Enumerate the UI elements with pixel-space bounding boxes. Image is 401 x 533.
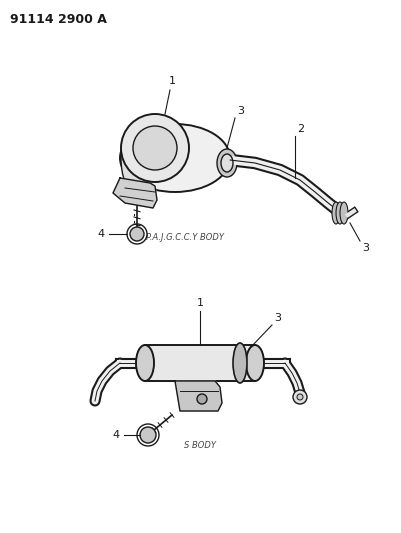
Text: 3: 3 [274, 313, 281, 323]
Circle shape [197, 394, 207, 404]
Text: 2: 2 [297, 124, 304, 134]
Text: 1: 1 [168, 76, 176, 86]
Circle shape [140, 427, 156, 443]
Ellipse shape [246, 345, 264, 381]
Ellipse shape [217, 149, 237, 177]
Ellipse shape [332, 202, 340, 224]
Ellipse shape [221, 154, 233, 172]
Text: 91114 2900 A: 91114 2900 A [10, 13, 107, 26]
Polygon shape [145, 345, 255, 381]
Text: 3: 3 [362, 243, 369, 253]
Text: 4: 4 [113, 430, 120, 440]
Text: P.A.J.G.C.C.Y BODY: P.A.J.G.C.C.Y BODY [146, 233, 224, 243]
Ellipse shape [340, 202, 348, 224]
Polygon shape [175, 381, 222, 411]
Ellipse shape [136, 345, 154, 381]
Text: 4: 4 [98, 229, 105, 239]
Text: 1: 1 [196, 298, 203, 308]
Polygon shape [113, 178, 157, 208]
Ellipse shape [336, 202, 344, 224]
Text: 3: 3 [237, 106, 244, 116]
Ellipse shape [121, 124, 149, 192]
Circle shape [130, 227, 144, 241]
Ellipse shape [120, 124, 230, 192]
Ellipse shape [233, 343, 247, 383]
Text: S BODY: S BODY [184, 440, 216, 449]
Circle shape [121, 114, 189, 182]
Circle shape [133, 126, 177, 170]
Circle shape [297, 394, 303, 400]
Circle shape [293, 390, 307, 404]
